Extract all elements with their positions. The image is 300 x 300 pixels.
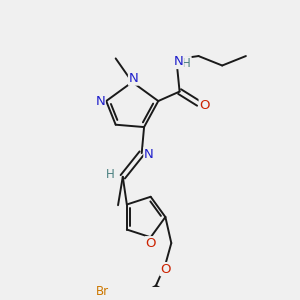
Text: O: O [160,262,171,276]
Text: H: H [105,168,114,181]
Text: N: N [144,148,154,161]
Text: O: O [199,99,210,112]
Text: N: N [95,94,105,107]
Text: H: H [182,57,191,70]
Text: N: N [173,56,183,68]
Text: O: O [146,237,156,250]
Text: N: N [129,72,138,85]
Text: Br: Br [96,285,109,298]
